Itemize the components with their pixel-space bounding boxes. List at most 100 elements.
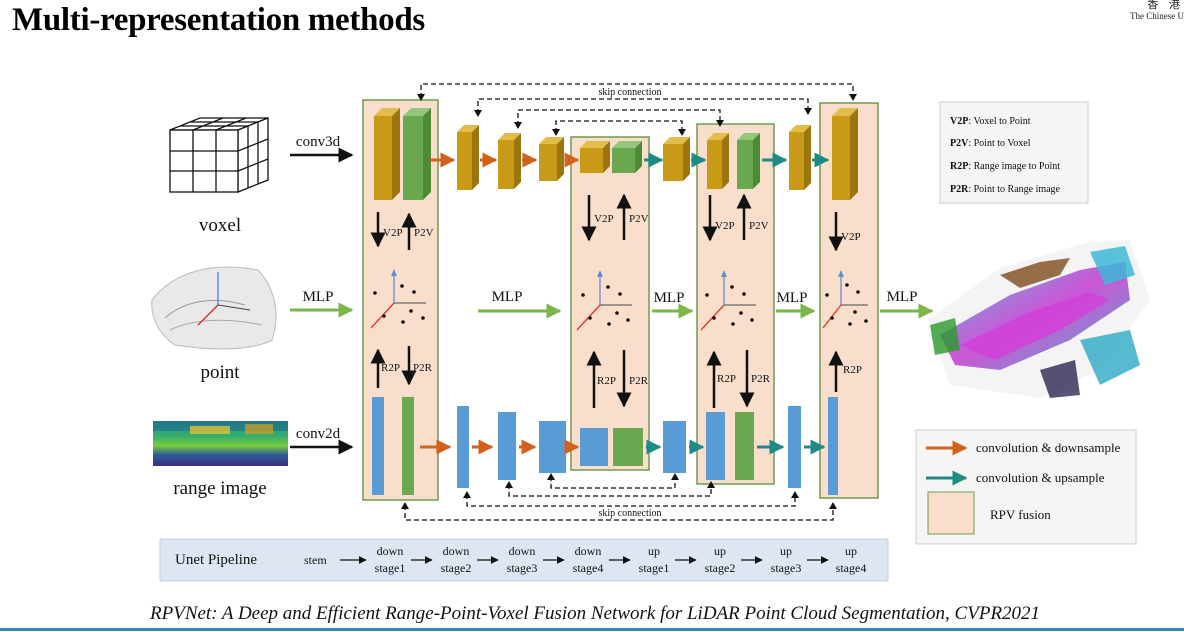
slide-bottom-rule: [0, 628, 1184, 631]
range-up3-map: [788, 406, 801, 488]
fusion-vertical-labels: V2P P2V R2P P2R V2P P2V R2P P2R V2P P2V …: [381, 213, 862, 387]
point-axes-down4: [576, 270, 632, 331]
pipeline-stage-2-b: stage2: [441, 561, 472, 575]
abbrev-row-1: V2P: Voxel to Point: [950, 116, 1031, 127]
pipeline-stages: down stage1 down stage2 down stage3 down…: [375, 544, 867, 575]
voxel-label: voxel: [199, 215, 241, 236]
skip-connections-bottom: [404, 476, 834, 521]
p2r-label-down4: P2R: [629, 375, 649, 387]
r2p-label-down4: R2P: [597, 375, 616, 387]
pipeline-stage-8-a: up: [845, 544, 857, 558]
voxel-down1-block: [457, 125, 479, 190]
legend-upsample-label: convolution & upsample: [976, 470, 1105, 485]
voxel-branch: [374, 108, 858, 200]
unet-pipeline-bar: [159, 538, 889, 582]
range-down1-map: [457, 406, 469, 488]
skip-connection-top-label: skip connection: [598, 87, 661, 98]
point-label: point: [200, 362, 240, 383]
abbrev-desc-1: : Voxel to Point: [968, 116, 1030, 127]
point-axes-up4: [822, 270, 868, 329]
abbrev-key-4: P2R: [950, 184, 969, 195]
pipeline-stage-1-a: down: [377, 544, 404, 558]
logo-english-text: The Chinese U: [1130, 11, 1184, 21]
voxel-up1-block: [663, 137, 690, 181]
pipeline-stage-3-a: down: [509, 544, 536, 558]
conv2d-label: conv2d: [296, 426, 341, 442]
abbrev-row-2: P2V: Point to Voxel: [950, 138, 1031, 149]
voxel-down2-block: [498, 133, 521, 189]
skip-connection-bottom-label: skip connection: [598, 508, 661, 519]
pipeline-stage-7-b: stage3: [771, 561, 802, 575]
voxel-up3-block: [789, 125, 811, 190]
paper-citation: RPVNet: A Deep and Efficient Range-Point…: [150, 603, 1041, 624]
pipeline-stage-2-a: down: [443, 544, 470, 558]
range-stem-blue-map: [372, 397, 384, 495]
p2r-label-up2: P2R: [751, 373, 771, 385]
voxel-up2-gold-block: [707, 133, 729, 189]
voxel-up2-green-block: [737, 133, 760, 189]
legend-downsample-label: convolution & downsample: [976, 440, 1121, 455]
range-up1-map: [663, 421, 686, 473]
point-axes-up2: [700, 270, 756, 331]
pipeline-stage-4-b: stage4: [573, 561, 604, 575]
skip-top-label-bg: [580, 86, 680, 97]
pipeline-stage-4-a: down: [575, 544, 602, 558]
university-logo: 香 港 The Chinese U: [1124, 0, 1184, 26]
skip-bottom-label-bg: [578, 507, 682, 518]
p2v-label-down4: P2V: [629, 213, 649, 225]
pipeline-stage-8-b: stage4: [836, 561, 867, 575]
range-down3-map: [539, 421, 566, 473]
conv3d-label: conv3d: [296, 134, 341, 150]
abbrev-row-4: P2R: Point to Range image: [950, 184, 1061, 195]
point-cloud-icon: [151, 266, 277, 350]
pipeline-stage-6-b: stage2: [705, 561, 736, 575]
fusion-box-down4: [570, 136, 650, 471]
abbrev-key-2: P2V: [950, 138, 969, 149]
pipeline-stage-5-b: stage1: [639, 561, 670, 575]
voxel-down4-gold-block: [580, 141, 610, 173]
abbrev-desc-2: : Point to Voxel: [968, 138, 1030, 149]
abbreviation-legend-box: [939, 101, 1089, 204]
mlp-label-1: MLP: [492, 289, 523, 305]
range-down4-green-map: [613, 428, 643, 466]
segmented-point-cloud-output: [928, 240, 1150, 398]
r2p-label-stem: R2P: [381, 362, 400, 374]
v2p-label-down4: V2P: [594, 213, 614, 225]
point-axes-stem: [370, 269, 426, 329]
skip-connections-top: [420, 83, 854, 133]
mlp-label-2: MLP: [654, 290, 685, 306]
range-branch: [372, 397, 838, 495]
skip-bottom-arrowheads: [401, 473, 837, 509]
p2r-label-stem: P2R: [413, 362, 433, 374]
legend-fusion-label: RPV fusion: [990, 507, 1051, 522]
v2p-label-up4: V2P: [841, 231, 861, 243]
range-down4-blue-map: [580, 428, 608, 466]
range-image-thumbnail: [153, 421, 288, 466]
abbrev-row-3: R2P: Range image to Point: [950, 161, 1060, 172]
v2p-label-stem: V2P: [383, 227, 403, 239]
mlp-labels: MLP MLP MLP MLP: [492, 289, 918, 306]
pipeline-stage-3-b: stage3: [507, 561, 538, 575]
abbrev-key-3: R2P: [950, 161, 968, 172]
slide-title: Multi-representation methods: [12, 2, 425, 38]
fusion-vertical-arrows: [370, 193, 844, 408]
abbrev-desc-4: : Point to Range image: [968, 184, 1060, 195]
skip-top-arrowheads: [417, 94, 857, 136]
range-up2-green-map: [735, 412, 754, 480]
range-stem-green-map: [402, 397, 414, 495]
pipeline-stage-6-a: up: [714, 544, 726, 558]
voxel-cube-icon: [169, 117, 269, 193]
voxel-down3-block: [539, 137, 564, 181]
abbrev-desc-3: : Range image to Point: [968, 161, 1060, 172]
abbrev-key-1: V2P: [950, 116, 968, 127]
pipeline-stem: stem: [304, 553, 327, 567]
pipeline-stage-5-a: up: [648, 544, 660, 558]
mlp-label-4: MLP: [887, 289, 918, 305]
logo-cjk-text: 香 港: [1147, 0, 1184, 11]
pipeline-stage-1-b: stage1: [375, 561, 406, 575]
p2v-label-stem: P2V: [414, 227, 434, 239]
mlp-input-label: MLP: [303, 289, 334, 305]
range-up2-blue-map: [706, 412, 725, 480]
abbreviation-legend: V2P: Voxel to Point P2V: Point to Voxel …: [950, 116, 1061, 195]
voxel-up4-block: [832, 108, 858, 200]
